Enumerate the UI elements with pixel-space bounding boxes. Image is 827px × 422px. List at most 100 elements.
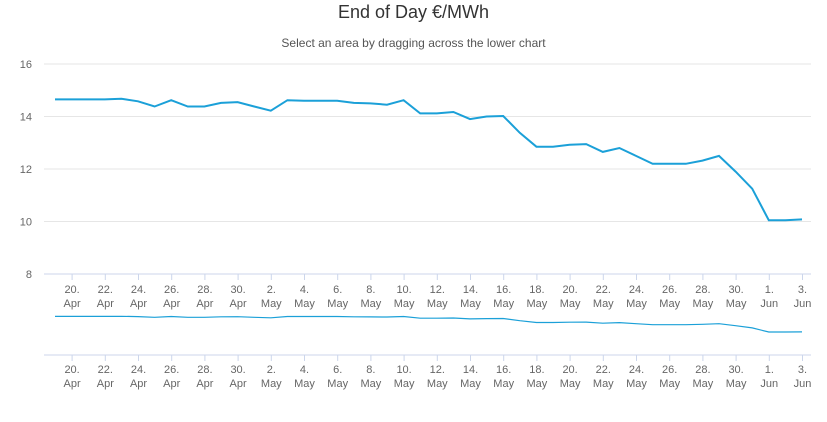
x-tick-day: 1. (765, 284, 774, 296)
x-tick-month: May (527, 298, 548, 310)
x-tick-month: May (626, 378, 647, 390)
x-tick-month: May (626, 298, 647, 310)
x-tick-month: Apr (130, 298, 147, 310)
x-tick-day: 28. (695, 284, 710, 296)
x-tick-month: May (294, 378, 315, 390)
x-tick-day: 30. (230, 284, 245, 296)
x-tick-day: 4. (300, 284, 309, 296)
x-tick-day: 20. (64, 364, 79, 376)
x-tick-month: May (659, 378, 680, 390)
x-tick-month: May (693, 378, 714, 390)
x-tick-day: 30. (230, 364, 245, 376)
x-tick-day: 20. (64, 284, 79, 296)
y-tick-label: 8 (26, 269, 32, 281)
x-tick-month: Apr (130, 378, 147, 390)
x-tick-day: 22. (98, 364, 113, 376)
x-tick-day: 22. (596, 364, 611, 376)
x-tick-month: May (361, 298, 382, 310)
x-tick-month: Apr (230, 298, 247, 310)
x-tick-month: May (361, 378, 382, 390)
x-tick-month: May (427, 378, 448, 390)
x-tick-month: May (560, 378, 581, 390)
navigator-x-axis: 20. Apr 22. Apr 24. Apr 26. Apr 28. Apr 30. Apr 2. Ma… (64, 355, 812, 390)
x-tick-day: 28. (197, 284, 212, 296)
x-tick-day: 28. (695, 364, 710, 376)
chart-subtitle: Select an area by dragging across the lo… (281, 36, 546, 50)
x-tick-month: Apr (97, 298, 114, 310)
x-tick-day: 8. (366, 284, 375, 296)
x-tick-month: Apr (64, 378, 81, 390)
x-tick-day: 8. (366, 364, 375, 376)
x-tick-day: 20. (562, 284, 577, 296)
x-tick-day: 26. (662, 364, 677, 376)
x-tick-month: May (294, 298, 315, 310)
x-tick-day: 30. (728, 364, 743, 376)
x-tick-day: 6. (333, 284, 342, 296)
main-y-axis: 16 14 12 10 8 (20, 59, 32, 281)
x-tick-day: 1. (765, 364, 774, 376)
x-tick-month: Jun (794, 378, 812, 390)
x-tick-month: May (693, 298, 714, 310)
x-tick-day: 12. (430, 284, 445, 296)
x-tick-day: 26. (164, 284, 179, 296)
y-tick-label: 14 (20, 112, 32, 124)
x-tick-month: May (726, 378, 747, 390)
x-tick-day: 16. (496, 284, 511, 296)
x-tick-day: 28. (197, 364, 212, 376)
x-tick-day: 24. (131, 364, 146, 376)
x-tick-month: May (527, 378, 548, 390)
x-tick-day: 2. (267, 284, 276, 296)
x-tick-month: May (593, 378, 614, 390)
x-tick-day: 10. (396, 364, 411, 376)
x-tick-month: May (394, 378, 415, 390)
x-tick-month: Jun (760, 298, 778, 310)
x-tick-month: Apr (230, 378, 247, 390)
x-tick-month: May (327, 298, 348, 310)
x-tick-month: Jun (760, 378, 778, 390)
chart-title: End of Day €/MWh (337, 2, 490, 22)
x-tick-month: Apr (64, 298, 81, 310)
x-tick-day: 26. (164, 364, 179, 376)
x-tick-day: 20. (562, 364, 577, 376)
x-tick-day: 12. (430, 364, 445, 376)
x-tick-month: May (460, 298, 481, 310)
main-x-axis: 20. Apr 22. Apr 24. Apr 26. Apr 28. Apr 30. Apr 2. Ma… (64, 274, 812, 310)
x-tick-day: 3. (798, 284, 807, 296)
x-tick-day: 24. (131, 284, 146, 296)
x-tick-month: Apr (163, 298, 180, 310)
x-tick-day: 18. (529, 364, 544, 376)
navigator-series-line[interactable] (55, 315, 803, 333)
x-tick-day: 3. (798, 364, 807, 376)
x-tick-month: May (460, 378, 481, 390)
x-tick-month: Apr (196, 378, 213, 390)
x-tick-month: May (493, 298, 514, 310)
x-tick-day: 30. (728, 284, 743, 296)
x-tick-day: 26. (662, 284, 677, 296)
x-tick-day: 14. (463, 284, 478, 296)
x-tick-day: 10. (396, 284, 411, 296)
main-grid (44, 63, 811, 222)
x-tick-month: Apr (97, 378, 114, 390)
x-tick-day: 4. (300, 364, 309, 376)
x-tick-month: Apr (163, 378, 180, 390)
x-tick-day: 2. (267, 364, 276, 376)
x-tick-month: May (394, 298, 415, 310)
x-tick-month: Apr (196, 298, 213, 310)
x-tick-month: May (261, 378, 282, 390)
x-tick-day: 6. (333, 364, 342, 376)
x-tick-month: May (659, 298, 680, 310)
x-tick-month: May (327, 378, 348, 390)
x-tick-day: 18. (529, 284, 544, 296)
y-tick-label: 12 (20, 164, 32, 176)
x-tick-day: 14. (463, 364, 478, 376)
y-tick-label: 16 (20, 59, 32, 71)
main-series-line[interactable] (55, 97, 803, 222)
x-tick-month: May (726, 298, 747, 310)
x-tick-day: 24. (629, 364, 644, 376)
y-tick-label: 10 (20, 217, 32, 229)
x-tick-month: Jun (794, 298, 812, 310)
x-tick-day: 22. (98, 284, 113, 296)
x-tick-month: May (493, 378, 514, 390)
x-tick-day: 22. (596, 284, 611, 296)
